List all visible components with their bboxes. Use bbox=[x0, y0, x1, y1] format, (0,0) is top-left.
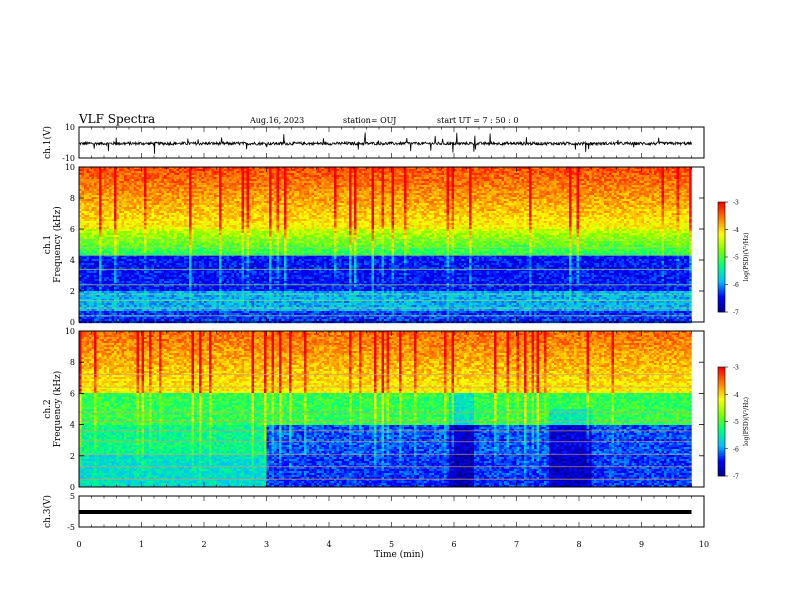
colorbar-tick-label: -5 bbox=[733, 419, 739, 426]
y-tick-label: 8 bbox=[70, 194, 75, 203]
date-label: Aug.16, 2023 bbox=[249, 116, 304, 125]
x-tick-label: 3 bbox=[264, 540, 269, 549]
x-tick-label: 4 bbox=[326, 540, 331, 549]
spectrogram-cells bbox=[79, 167, 692, 323]
x-tick-label: 7 bbox=[514, 540, 519, 549]
colorbar-label: log(PSD)(V²/Hz) bbox=[743, 397, 750, 446]
y-axis-label: Frequency (kHz) bbox=[52, 371, 63, 448]
y-tick-label: 0 bbox=[70, 318, 75, 327]
y-axis-label: ch.3(V) bbox=[42, 495, 53, 528]
y-tick-label: -5 bbox=[67, 523, 75, 532]
waveform-ch1-panel: ch.1(V) 10 -10 bbox=[42, 123, 704, 163]
y-tick-label: 10 bbox=[65, 163, 75, 172]
x-tick-label: 10 bbox=[699, 540, 709, 549]
y-axis-label: ch.1 bbox=[43, 235, 53, 254]
x-tick-label: 6 bbox=[451, 540, 456, 549]
y-tick-label: 8 bbox=[70, 358, 75, 367]
x-tick-label: 1 bbox=[139, 540, 144, 549]
y-tick-label: 2 bbox=[70, 287, 75, 296]
y-axis-label: ch.2 bbox=[43, 399, 53, 418]
start-time-label: start UT = 7 : 50 : 0 bbox=[437, 116, 518, 125]
colorbar-tick-label: -3 bbox=[733, 365, 739, 372]
colorbar-tick-label: -4 bbox=[733, 392, 739, 399]
colorbar-ch2: -3 -4 -5 -6 -7 log(PSD)(V²/Hz) bbox=[718, 365, 750, 481]
x-tick-label: 2 bbox=[201, 540, 206, 549]
colorbar-tick-label: -6 bbox=[733, 446, 739, 453]
y-tick-label: 10 bbox=[65, 327, 75, 336]
colorbar-label: log(PSD)(V²/Hz) bbox=[743, 233, 750, 282]
y-tick-label: -10 bbox=[62, 154, 75, 163]
y-axis-label: ch.1(V) bbox=[42, 126, 53, 159]
waveform-ch3-panel: ch.3(V) 5 -5 bbox=[42, 492, 704, 532]
y-axis-label: Frequency (kHz) bbox=[52, 206, 63, 283]
y-tick-label: 2 bbox=[70, 452, 75, 461]
colorbar-tick-label: -3 bbox=[733, 200, 739, 207]
time-axis-label: Time (min) bbox=[374, 549, 424, 560]
y-tick-label: 10 bbox=[65, 123, 75, 132]
x-tick-label: 0 bbox=[76, 540, 81, 549]
colorbar-tick-label: -6 bbox=[733, 282, 739, 289]
colorbar-tick-label: -7 bbox=[733, 310, 739, 317]
x-tick-label: 5 bbox=[389, 540, 394, 549]
y-tick-label: 4 bbox=[70, 256, 75, 265]
x-tick-label: 9 bbox=[639, 540, 644, 549]
colorbar-ch1: -3 -4 -5 -6 -7 log(PSD)(V²/Hz) bbox=[718, 200, 750, 317]
time-axis: 0 1 2 3 4 5 6 7 8 9 10 bbox=[76, 540, 709, 549]
ch1-waveform-line bbox=[79, 133, 692, 154]
spectrogram-ch2-panel: ch.2 Frequency (kHz) 0 2 4 6 8 10 bbox=[43, 327, 704, 492]
chart-title: VLF Spectra bbox=[78, 112, 155, 126]
y-tick-label: 4 bbox=[70, 421, 75, 430]
y-tick-label: 6 bbox=[70, 225, 75, 234]
y-tick-label: 6 bbox=[70, 389, 75, 398]
spectrogram-cells bbox=[79, 331, 692, 487]
colorbar-tick-label: -7 bbox=[733, 474, 739, 481]
y-tick-label: 5 bbox=[70, 492, 75, 501]
station-label: station= OUJ bbox=[343, 116, 396, 125]
y-tick-label: 0 bbox=[70, 483, 75, 492]
x-tick-label: 8 bbox=[576, 540, 581, 549]
colorbar-tick-label: -5 bbox=[733, 255, 739, 262]
colorbar-tick-label: -4 bbox=[733, 227, 739, 234]
spectrogram-ch1-panel: ch.1 Frequency (kHz) 0 2 4 6 8 10 bbox=[43, 163, 704, 327]
